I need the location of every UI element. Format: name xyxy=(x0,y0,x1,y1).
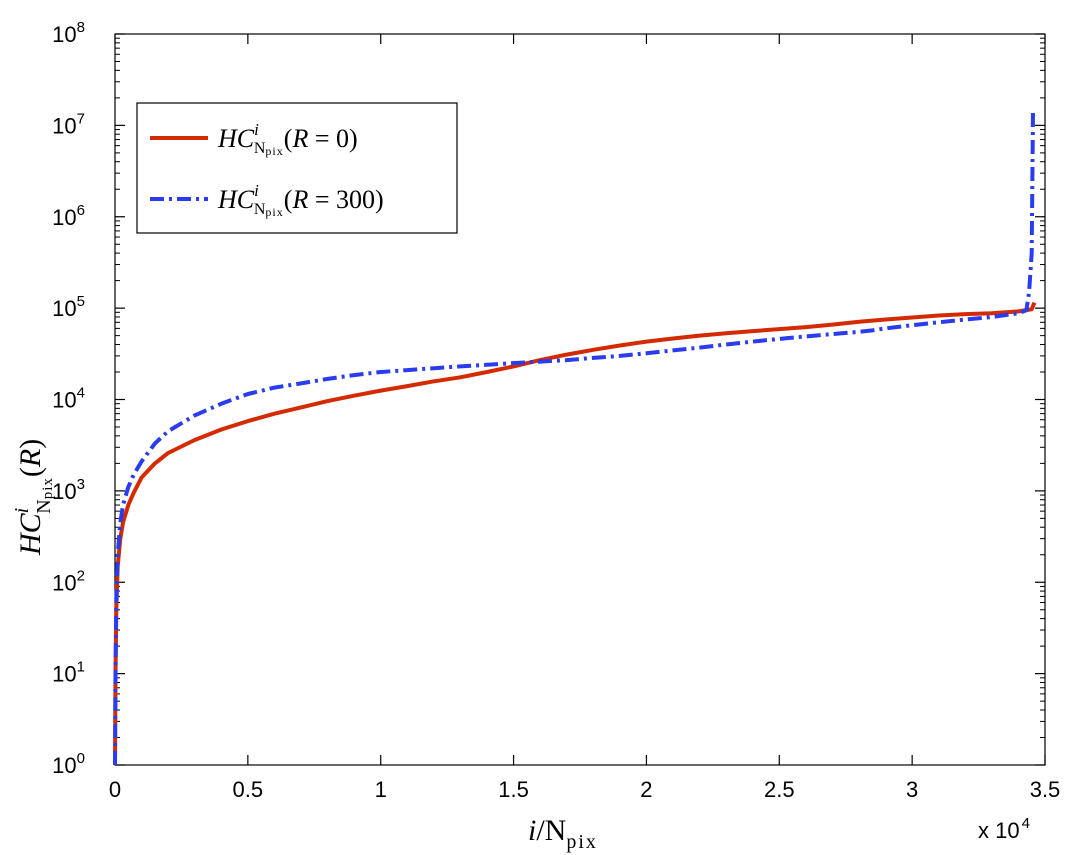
legend: HCi Npix(R = 0) HCi Npix(R = 300) xyxy=(136,102,458,234)
x-tick-label: 1.5 xyxy=(498,777,529,802)
y-tick-label: 106 xyxy=(52,202,85,230)
y-tick-label: 102 xyxy=(52,567,85,595)
y-tick-label: 101 xyxy=(52,659,85,687)
y-axis: 100 101 102 103 104 105 106 107 108 xyxy=(52,19,1045,778)
y-tick-label: 104 xyxy=(52,385,85,413)
x-axis: 0 0.5 1 1.5 2 2.5 3 3.5 xyxy=(109,34,1060,802)
legend-entry-r300: HCi Npix(R = 300) xyxy=(217,181,384,219)
y-axis-label: HCiNpix(R) xyxy=(11,439,56,556)
y-tick-label: 107 xyxy=(52,110,85,138)
legend-box xyxy=(136,102,458,234)
x-axis-label: i/Npix xyxy=(528,814,598,853)
series-layer xyxy=(113,109,1037,766)
x-tick-label: 2.5 xyxy=(764,777,795,802)
x-tick-label: 3.5 xyxy=(1030,777,1061,802)
x-multiplier: x 10 4 xyxy=(978,815,1030,843)
series-line-r0 xyxy=(113,301,1037,766)
y-tick-label: 105 xyxy=(52,293,85,321)
legend-entry-r0: HCi Npix(R = 0) xyxy=(217,120,358,158)
x-tick-label: 2 xyxy=(640,777,652,802)
series-line-r300 xyxy=(113,109,1035,766)
x-tick-label: 0 xyxy=(109,777,121,802)
x-tick-label: 1 xyxy=(375,777,387,802)
x-tick-label: 3 xyxy=(906,777,918,802)
y-tick-label: 103 xyxy=(52,476,85,504)
y-tick-label: 100 xyxy=(52,750,85,778)
x-tick-label: 0.5 xyxy=(233,777,264,802)
y-tick-label: 108 xyxy=(52,19,85,47)
